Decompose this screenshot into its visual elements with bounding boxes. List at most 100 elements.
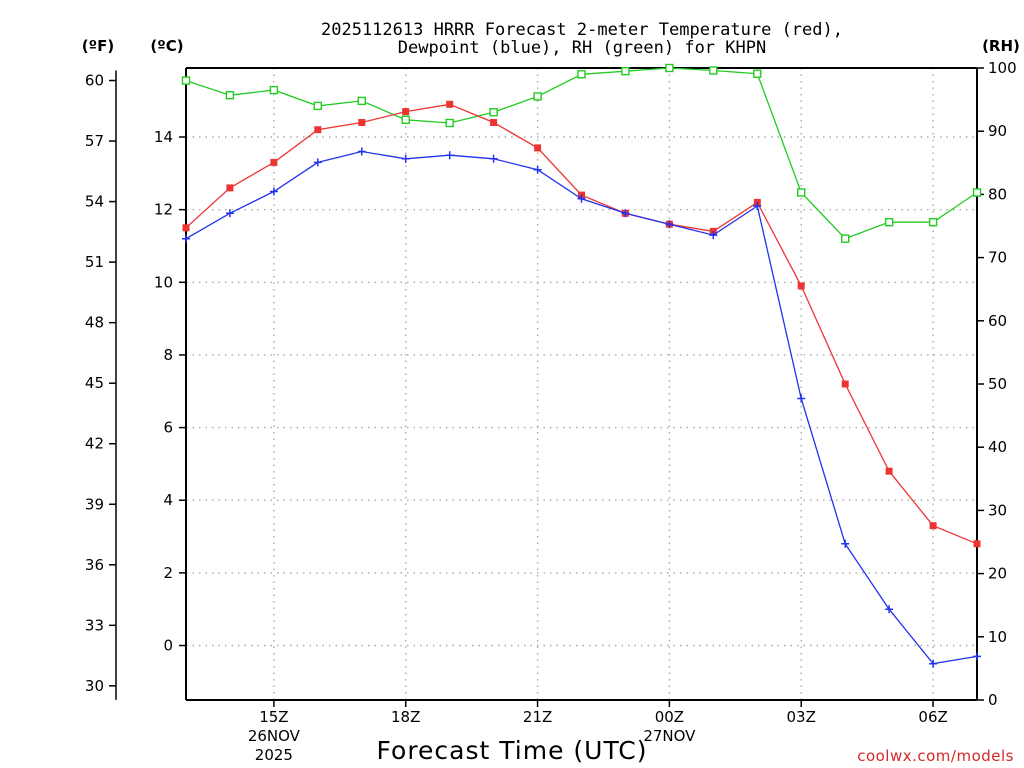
x-tick-label: 06Z	[918, 708, 947, 726]
rh-point	[401, 115, 410, 125]
rh-tick-label: 40	[988, 438, 1007, 456]
temperature-line	[185, 103, 978, 545]
x-tick-label: 15Z	[259, 708, 288, 726]
rh-tick-label: 20	[988, 565, 1007, 583]
temperature-point	[270, 158, 278, 166]
rh-point	[577, 70, 586, 79]
dewpoint-point	[269, 187, 278, 196]
rh-tick-label: 70	[988, 249, 1007, 267]
rh-tick-label: 50	[988, 375, 1007, 393]
dewpoint-point	[797, 394, 806, 403]
rh-point	[489, 107, 498, 117]
fahrenheit-unit-label: (ºF)	[82, 37, 114, 55]
fahrenheit-tick-label: 33	[85, 616, 104, 634]
dewpoint-point	[357, 147, 366, 156]
rh-point	[928, 217, 938, 227]
rh-tick-label: 80	[988, 185, 1007, 203]
dewpoint-point	[182, 234, 190, 243]
temperature-point	[358, 119, 366, 126]
dewpoint-point	[621, 209, 630, 218]
rh-tick-label: 60	[988, 312, 1007, 330]
fahrenheit-tick-label: 48	[85, 314, 104, 332]
temperature-point	[534, 144, 542, 152]
rh-point	[797, 188, 806, 197]
dewpoint-point	[841, 539, 850, 548]
temperature-point	[973, 540, 981, 548]
rh-point	[972, 188, 982, 197]
temperature-point	[797, 282, 805, 290]
celsius-tick-label: 0	[163, 637, 173, 655]
rh-point	[181, 76, 191, 85]
gridlines	[186, 68, 977, 700]
dewpoint-point	[445, 151, 454, 160]
rh-point	[621, 66, 630, 76]
series-layer	[181, 63, 982, 668]
dewpoint-point	[225, 209, 234, 218]
dewpoint-point	[489, 154, 498, 163]
rh-tick-label: 90	[988, 122, 1007, 140]
temperature-point	[885, 467, 893, 475]
fahrenheit-tick-label: 51	[85, 253, 104, 271]
rh-point	[357, 96, 366, 106]
temperature-point	[226, 184, 234, 192]
rh-point	[709, 66, 718, 75]
temperature-point	[446, 100, 454, 108]
temperature-point	[402, 108, 410, 116]
rh-point	[269, 85, 279, 95]
fahrenheit-tick-label: 57	[85, 132, 104, 150]
celsius-tick-label: 2	[163, 564, 173, 582]
rh-unit-label: (RH)	[982, 37, 1020, 55]
rh-tick-label: 100	[988, 59, 1017, 77]
dewpoint-point	[533, 165, 542, 174]
x-tick-date-label: 27NOV	[643, 727, 696, 745]
fahrenheit-tick-label: 60	[85, 72, 104, 90]
dewpoint-line	[185, 150, 978, 665]
dewpoint-point	[753, 202, 762, 210]
rh-point	[225, 90, 235, 100]
temperature-point	[182, 224, 190, 232]
fahrenheit-tick-label: 42	[85, 435, 104, 453]
x-tick-year-label: 2025	[255, 746, 293, 764]
celsius-tick-label: 8	[163, 346, 173, 364]
chart-title-line2: Dewpoint (blue), RH (green) for KHPN	[398, 38, 766, 58]
x-tick-label: 18Z	[391, 708, 420, 726]
x-tick-label: 21Z	[523, 708, 552, 726]
fahrenheit-tick-label: 36	[85, 556, 104, 574]
rh-tick-label: 0	[988, 691, 998, 709]
celsius-tick-label: 6	[163, 419, 173, 437]
rh-tick-label: 10	[988, 628, 1007, 646]
dewpoint-point	[929, 659, 938, 668]
rh-tick-label: 30	[988, 501, 1007, 519]
dewpoint-point	[401, 154, 410, 163]
rh-point	[841, 234, 850, 243]
temperature-point	[929, 522, 937, 530]
rh-point	[665, 63, 674, 73]
celsius-unit-label: (ºC)	[150, 37, 183, 55]
x-tick-date-label: 26NOV	[248, 727, 301, 745]
celsius-tick-label: 4	[163, 491, 173, 509]
dewpoint-point	[313, 158, 322, 167]
rh-line	[185, 67, 978, 240]
dewpoint-point	[577, 194, 586, 203]
x-tick-label: 00Z	[655, 708, 684, 726]
rh-point	[753, 69, 762, 78]
temperature-point	[314, 126, 322, 134]
dewpoint-point	[885, 605, 894, 614]
fahrenheit-tick-label: 45	[85, 374, 104, 392]
rh-point	[445, 118, 454, 128]
fahrenheit-tick-label: 30	[85, 677, 104, 695]
dewpoint-point	[973, 652, 981, 661]
fahrenheit-tick-label: 54	[85, 193, 104, 211]
dewpoint-point	[665, 220, 674, 229]
x-tick-label: 03Z	[787, 708, 816, 726]
chart-title-line1: 2025112613 HRRR Forecast 2-meter Tempera…	[321, 20, 843, 40]
credit-text: coolwx.com/models	[857, 747, 1014, 765]
celsius-tick-label: 14	[154, 128, 173, 146]
temperature-point	[841, 380, 849, 388]
rh-point	[313, 101, 322, 111]
fahrenheit-tick-label: 39	[85, 495, 104, 513]
dewpoint-point	[709, 231, 718, 240]
rh-point	[884, 217, 894, 227]
rh-point	[533, 92, 542, 101]
